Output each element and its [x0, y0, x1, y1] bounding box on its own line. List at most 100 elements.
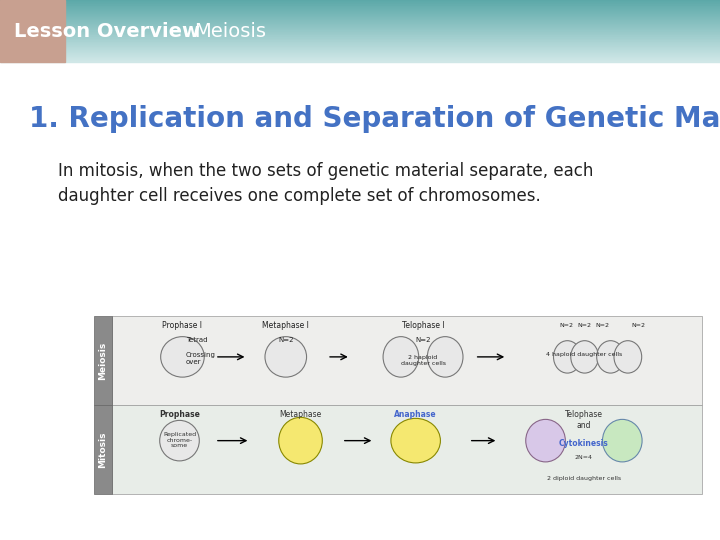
Bar	[94, 316, 112, 405]
Bar	[0, 41, 720, 42]
Text: 4 haploid daughter cells: 4 haploid daughter cells	[546, 352, 622, 356]
Ellipse shape	[265, 336, 307, 377]
Bar	[0, 29, 720, 30]
Bar	[0, 4, 720, 5]
Bar	[0, 61, 720, 62]
Bar	[0, 7, 720, 8]
Bar	[0, 55, 720, 56]
Bar	[0, 46, 720, 47]
Bar	[0, 28, 720, 29]
Bar	[0, 16, 720, 17]
Ellipse shape	[383, 336, 419, 377]
Text: Cytokinesis: Cytokinesis	[559, 439, 609, 448]
Bar	[0, 19, 720, 20]
Bar	[0, 5, 720, 6]
Bar	[0, 59, 720, 60]
Ellipse shape	[614, 341, 642, 373]
Bar	[0, 8, 720, 9]
Ellipse shape	[279, 417, 323, 464]
Ellipse shape	[160, 420, 199, 461]
Bar	[94, 405, 112, 494]
Ellipse shape	[526, 420, 565, 462]
Text: Metaphase I: Metaphase I	[262, 321, 309, 330]
Bar	[0, 26, 720, 28]
Text: Telophase I: Telophase I	[402, 321, 444, 330]
Bar	[0, 34, 720, 35]
Text: 2N=4: 2N=4	[575, 455, 593, 460]
Text: Replicated
chrome-
some: Replicated chrome- some	[163, 432, 196, 448]
Text: Prophase: Prophase	[159, 410, 200, 420]
Text: Mitosis: Mitosis	[98, 431, 107, 468]
Text: Tetrad: Tetrad	[186, 338, 207, 343]
Bar	[0, 18, 720, 19]
Bar	[0, 36, 720, 37]
Bar	[0, 2, 720, 3]
Bar	[0, 25, 720, 26]
Ellipse shape	[428, 336, 463, 377]
Bar	[0, 47, 720, 48]
Bar	[0, 6, 720, 7]
Bar	[0, 52, 720, 53]
Ellipse shape	[571, 341, 598, 373]
Bar	[0, 3, 720, 4]
Ellipse shape	[603, 420, 642, 462]
Text: Anaphase: Anaphase	[395, 410, 437, 420]
Bar	[0, 13, 720, 14]
Bar	[112, 405, 702, 494]
Bar	[0, 14, 720, 15]
Text: N=2: N=2	[577, 323, 591, 328]
Text: In mitosis, when the two sets of genetic material separate, each
daughter cell r: In mitosis, when the two sets of genetic…	[58, 162, 593, 205]
Text: Meiosis: Meiosis	[98, 341, 107, 380]
Text: N=2: N=2	[595, 323, 609, 328]
Text: N=2: N=2	[631, 323, 645, 328]
Text: Meiosis: Meiosis	[194, 22, 266, 40]
Bar	[0, 51, 720, 52]
Bar	[0, 32, 720, 33]
Bar	[0, 48, 720, 49]
Bar	[0, 44, 720, 45]
Bar	[0, 53, 720, 54]
Text: Prophase I: Prophase I	[163, 321, 202, 330]
Text: N=2: N=2	[559, 323, 573, 328]
Text: 2 diploid daughter cells: 2 diploid daughter cells	[547, 476, 621, 481]
Bar	[0, 56, 720, 57]
Bar	[0, 58, 720, 59]
Bar	[0, 12, 720, 13]
Bar	[0, 0, 65, 62]
Bar	[0, 23, 720, 24]
Text: Metaphase: Metaphase	[279, 410, 322, 420]
Bar	[0, 42, 720, 43]
Bar	[0, 40, 720, 41]
Bar	[0, 11, 720, 12]
Text: Telophase
and: Telophase and	[565, 410, 603, 430]
Bar	[0, 0, 720, 1]
Ellipse shape	[597, 341, 624, 373]
Bar	[0, 60, 720, 61]
Bar	[0, 17, 720, 18]
Bar	[0, 50, 720, 51]
Bar	[0, 35, 720, 36]
Bar	[0, 24, 720, 25]
Text: N=2: N=2	[278, 338, 294, 343]
Bar	[0, 43, 720, 44]
Ellipse shape	[554, 341, 581, 373]
Text: 2 haploid
daughter cells: 2 haploid daughter cells	[400, 355, 446, 366]
Bar	[0, 45, 720, 46]
Bar	[0, 15, 720, 16]
Text: N=2: N=2	[415, 338, 431, 343]
Bar	[0, 1, 720, 2]
Bar	[0, 54, 720, 55]
Bar	[0, 37, 720, 38]
Bar	[0, 38, 720, 39]
Bar	[0, 20, 720, 21]
Bar	[0, 22, 720, 23]
Bar	[0, 21, 720, 22]
Bar	[0, 9, 720, 10]
Bar	[0, 39, 720, 40]
Bar	[0, 30, 720, 31]
Text: Lesson Overview: Lesson Overview	[14, 22, 200, 40]
Bar	[0, 10, 720, 11]
Ellipse shape	[391, 418, 441, 463]
Text: Crossing
over: Crossing over	[186, 352, 216, 365]
Bar	[0, 49, 720, 50]
